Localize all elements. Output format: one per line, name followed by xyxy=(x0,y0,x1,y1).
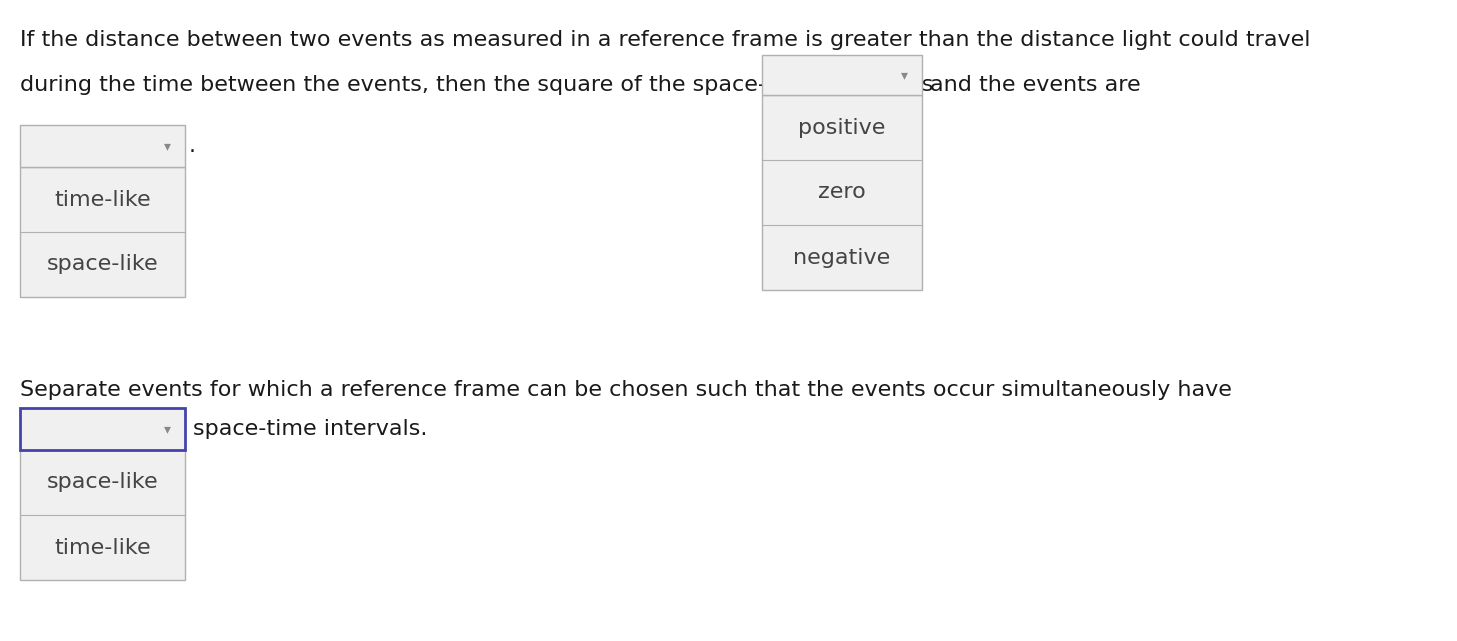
Text: positive: positive xyxy=(798,117,886,138)
Text: space-time intervals.: space-time intervals. xyxy=(192,419,427,439)
Text: ▾: ▾ xyxy=(163,139,170,153)
Text: space-like: space-like xyxy=(47,472,159,492)
Text: during the time between the events, then the square of the space-time interval i: during the time between the events, then… xyxy=(20,75,934,95)
Bar xyxy=(20,167,185,297)
Text: time-like: time-like xyxy=(54,190,152,210)
Bar xyxy=(20,125,185,167)
Text: time-like: time-like xyxy=(54,538,152,558)
Bar xyxy=(20,408,185,450)
Text: Separate events for which a reference frame can be chosen such that the events o: Separate events for which a reference fr… xyxy=(20,380,1231,400)
Text: zero: zero xyxy=(819,183,865,203)
Text: and the events are: and the events are xyxy=(930,75,1141,95)
Text: negative: negative xyxy=(794,247,890,267)
Text: space-like: space-like xyxy=(47,254,159,274)
Text: .: . xyxy=(189,136,197,156)
Bar xyxy=(20,450,185,580)
Text: If the distance between two events as measured in a reference frame is greater t: If the distance between two events as me… xyxy=(20,30,1310,50)
Text: ▾: ▾ xyxy=(900,68,908,82)
Text: ▾: ▾ xyxy=(163,422,170,436)
Bar xyxy=(762,95,922,290)
Bar xyxy=(762,55,922,95)
